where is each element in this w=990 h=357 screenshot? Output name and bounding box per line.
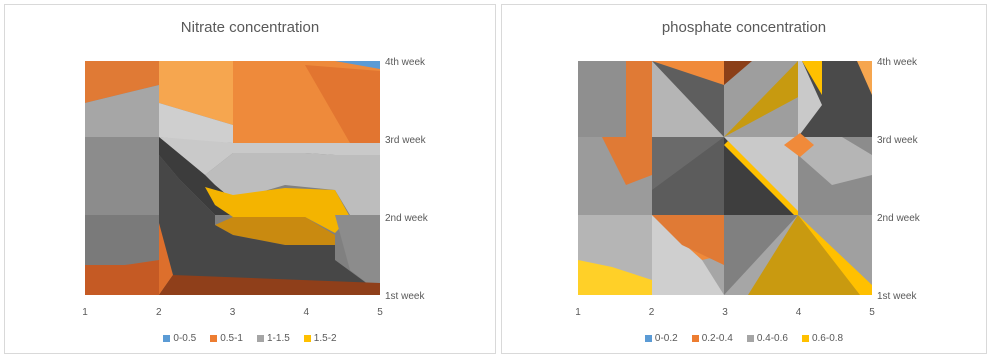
phosphate-x-axis: 1 2 3 4 5 xyxy=(575,307,875,318)
nitrate-region xyxy=(205,153,380,215)
nitrate-region xyxy=(159,137,380,175)
phosphate-series-label: 1st week xyxy=(877,291,917,302)
nitrate-legend-label: 1-1.5 xyxy=(267,333,290,344)
phosphate-region xyxy=(798,61,822,137)
phosphate-legend-label: 0.6-0.8 xyxy=(811,333,844,344)
phosphate-region xyxy=(626,61,652,137)
phosphate-legend-label: 0-0.2 xyxy=(654,333,678,344)
phosphate-legend-item: 0.4-0.6 xyxy=(746,333,788,344)
phosphate-legend-swatch xyxy=(801,335,809,342)
nitrate-x-tick-label: 5 xyxy=(377,307,383,318)
nitrate-x-tick-label: 1 xyxy=(82,307,88,318)
nitrate-region xyxy=(335,61,380,69)
phosphate-region xyxy=(798,137,872,185)
phosphate-series-axis: 1st week 2nd week 3rd week 4th week xyxy=(877,57,921,302)
phosphate-region xyxy=(724,61,802,137)
phosphate-x-tick-label: 2 xyxy=(649,307,655,318)
nitrate-region xyxy=(159,155,380,295)
phosphate-series-label: 2nd week xyxy=(877,213,921,224)
phosphate-legend-item: 0.6-0.8 xyxy=(801,333,844,344)
phosphate-region xyxy=(802,61,822,95)
phosphate-legend-item: 0-0.2 xyxy=(644,333,678,344)
nitrate-surface xyxy=(85,61,380,295)
phosphate-surface xyxy=(578,61,872,295)
phosphate-x-tick-label: 3 xyxy=(722,307,728,318)
phosphate-legend-swatch xyxy=(746,335,754,342)
nitrate-region xyxy=(205,187,350,233)
phosphate-region xyxy=(602,137,652,185)
nitrate-plot-area: 1 2 3 4 5 1st week 2nd week 3rd week 4th week xyxy=(82,57,429,318)
nitrate-region xyxy=(159,223,173,295)
phosphate-series-label: 3rd week xyxy=(877,135,919,146)
phosphate-region xyxy=(652,61,724,85)
nitrate-region xyxy=(215,217,335,245)
nitrate-legend-label: 1.5-2 xyxy=(313,333,337,344)
nitrate-chart-title: Nitrate concentration xyxy=(180,19,320,36)
phosphate-x-tick-label: 5 xyxy=(869,307,875,318)
nitrate-legend-item: 0-0.5 xyxy=(163,333,196,344)
nitrate-legend-label: 0.5-1 xyxy=(220,333,243,344)
nitrate-legend-swatch xyxy=(257,335,264,342)
nitrate-region xyxy=(85,215,159,265)
phosphate-legend-swatch xyxy=(644,335,652,342)
phosphate-region xyxy=(724,215,798,295)
phosphate-legend-swatch xyxy=(691,335,699,342)
phosphate-chart-title: phosphate concentration xyxy=(661,19,827,36)
nitrate-region xyxy=(85,137,159,215)
nitrate-region xyxy=(159,275,380,295)
nitrate-legend-label: 0-0.5 xyxy=(173,333,197,344)
nitrate-series-label: 4th week xyxy=(385,57,426,68)
nitrate-legend-swatch xyxy=(163,335,171,342)
phosphate-legend-label: 0.2-0.4 xyxy=(701,333,733,344)
nitrate-x-tick-label: 2 xyxy=(156,307,162,318)
phosphate-region xyxy=(798,215,872,295)
nitrate-legend-swatch xyxy=(210,335,218,342)
phosphate-region xyxy=(578,260,652,295)
phosphate-region xyxy=(748,215,872,295)
nitrate-x-tick-label: 4 xyxy=(303,307,309,318)
phosphate-chart: phosphate concentration xyxy=(501,4,987,354)
nitrate-legend: 0-0.5 0.5-1 1-1.5 1.5-2 xyxy=(5,333,495,344)
phosphate-region xyxy=(652,137,724,215)
phosphate-region xyxy=(724,61,752,85)
phosphate-legend-label: 0.4-0.6 xyxy=(756,333,788,344)
nitrate-legend-item: 1.5-2 xyxy=(303,333,337,344)
nitrate-series-axis: 1st week 2nd week 3rd week 4th week xyxy=(385,57,429,302)
nitrate-region xyxy=(335,215,380,293)
phosphate-region xyxy=(652,61,724,137)
nitrate-legend-item: 1-1.5 xyxy=(257,333,290,344)
nitrate-region xyxy=(305,65,380,143)
phosphate-legend: 0-0.2 0.2-0.4 0.4-0.6 0.6-0.8 xyxy=(502,333,986,344)
nitrate-x-tick-label: 3 xyxy=(230,307,236,318)
nitrate-region xyxy=(159,103,233,143)
nitrate-region xyxy=(159,61,233,125)
nitrate-region xyxy=(85,85,159,137)
phosphate-x-tick-label: 4 xyxy=(796,307,802,318)
phosphate-region xyxy=(652,215,724,265)
phosphate-region xyxy=(724,141,802,217)
phosphate-region xyxy=(578,61,626,137)
phosphate-plot-area: 1 2 3 4 5 1st week 2nd week 3rd week 4th week xyxy=(575,57,921,318)
nitrate-legend-swatch xyxy=(303,335,311,342)
phosphate-region xyxy=(652,215,724,295)
phosphate-region xyxy=(857,61,872,95)
nitrate-x-axis: 1 2 3 4 5 xyxy=(82,307,383,318)
phosphate-legend-item: 0.2-0.4 xyxy=(691,333,733,344)
nitrate-region xyxy=(85,260,159,295)
nitrate-series-label: 1st week xyxy=(385,291,425,302)
nitrate-series-label: 2nd week xyxy=(385,213,429,224)
phosphate-region xyxy=(784,133,814,157)
nitrate-region xyxy=(85,61,159,103)
phosphate-x-tick-label: 1 xyxy=(575,307,581,318)
nitrate-series-label: 3rd week xyxy=(385,135,427,146)
phosphate-series-label: 4th week xyxy=(877,57,918,68)
nitrate-legend-item: 0.5-1 xyxy=(210,333,243,344)
